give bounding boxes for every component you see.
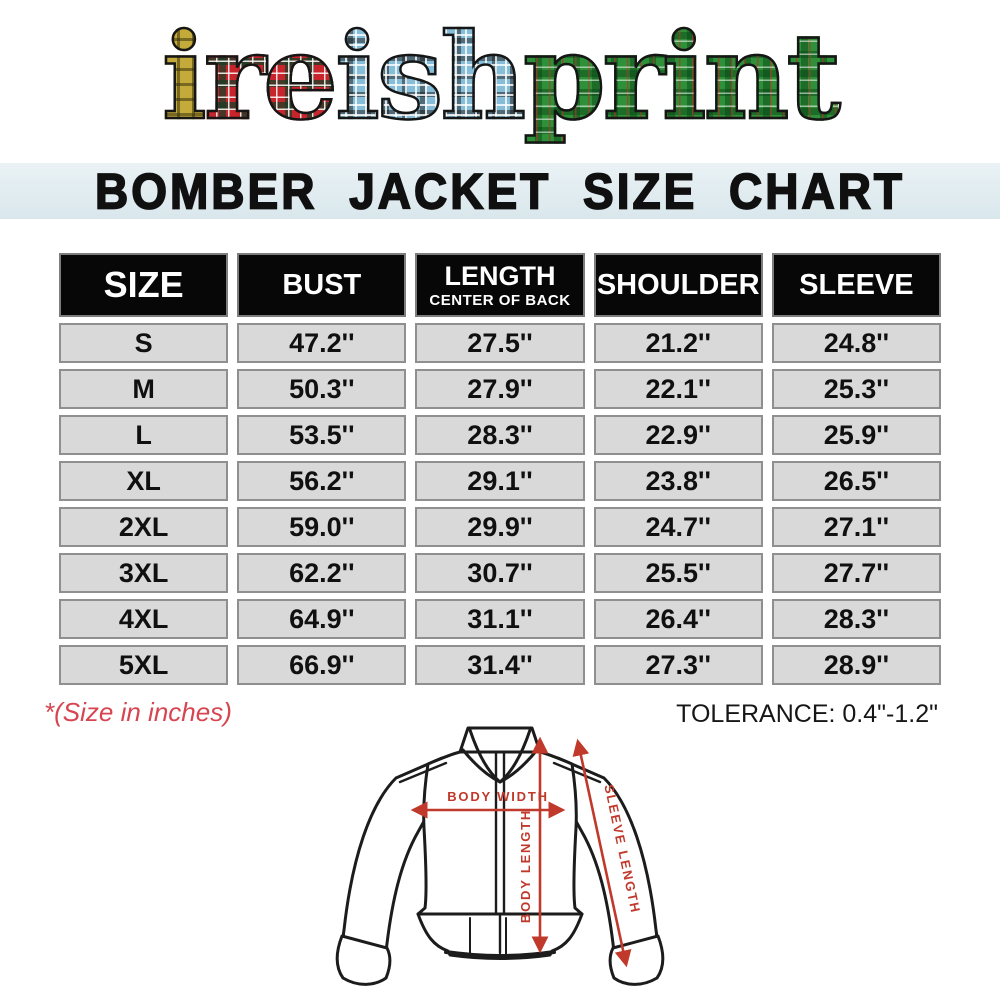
cell-shoulder: 27.3'' xyxy=(593,645,763,685)
cell-shoulder: 23.8'' xyxy=(593,461,763,501)
jacket-body xyxy=(416,750,584,916)
body-width-label: BODY WIDTH xyxy=(447,789,549,804)
page-title: BOMBER JACKET SIZE CHART xyxy=(94,162,906,220)
tolerance-note: TOLERANCE: 0.4"-1.2" xyxy=(676,700,938,728)
cell-bust: 50.3'' xyxy=(237,369,407,409)
cell-bust: 62.2'' xyxy=(237,553,407,593)
logo-segment-red-tartan: re xyxy=(203,6,340,148)
cell-sleeve: 25.3'' xyxy=(771,369,941,409)
cell-size: 2XL xyxy=(59,507,229,547)
length-header-sub: CENTER OF BACK xyxy=(429,291,571,309)
column-header-bust: BUST xyxy=(237,253,407,317)
cell-bust: 47.2'' xyxy=(237,323,407,363)
cell-sleeve: 26.5'' xyxy=(771,461,941,501)
cell-length: 27.9'' xyxy=(415,369,585,409)
cell-shoulder: 21.2'' xyxy=(593,323,763,363)
cell-shoulder: 25.5'' xyxy=(593,553,763,593)
jacket-outline xyxy=(335,726,665,986)
cell-size: XL xyxy=(59,461,229,501)
cell-sleeve: 27.7'' xyxy=(771,553,941,593)
cell-sleeve: 27.1'' xyxy=(771,507,941,547)
sleeve-length-arrow xyxy=(572,738,632,968)
cell-size: 4XL xyxy=(59,599,229,639)
cell-sleeve: 24.8'' xyxy=(771,323,941,363)
cell-shoulder: 26.4'' xyxy=(593,599,763,639)
cell-size: 5XL xyxy=(59,645,229,685)
cell-length: 31.4'' xyxy=(415,645,585,685)
column-header-length: LENGTH CENTER OF BACK xyxy=(415,253,585,317)
cell-bust: 66.9'' xyxy=(237,645,407,685)
hem-rib-lines xyxy=(469,917,507,956)
hem-base-line xyxy=(444,950,556,958)
cell-sleeve: 28.3'' xyxy=(771,599,941,639)
brand-logo: ireishprint xyxy=(0,2,1000,160)
cell-length: 30.7'' xyxy=(415,553,585,593)
cell-size: M xyxy=(59,369,229,409)
title-band: BOMBER JACKET SIZE CHART xyxy=(0,162,1000,220)
column-header-size: SIZE xyxy=(59,253,229,317)
cell-shoulder: 24.7'' xyxy=(593,507,763,547)
body-length-label: BODY LENGTH xyxy=(518,809,533,923)
logo-segment-blue-tartan: ish xyxy=(334,6,528,148)
size-table: SIZE BUST LENGTH CENTER OF BACK SHOULDER… xyxy=(59,253,941,685)
cell-length: 31.1'' xyxy=(415,599,585,639)
column-header-shoulder: SHOULDER xyxy=(593,253,763,317)
cell-length: 28.3'' xyxy=(415,415,585,455)
zipper-lines xyxy=(494,751,506,955)
cell-shoulder: 22.9'' xyxy=(593,415,763,455)
cell-length: 29.9'' xyxy=(415,507,585,547)
cell-bust: 64.9'' xyxy=(237,599,407,639)
cell-size: L xyxy=(59,415,229,455)
size-units-note: *(Size in inches) xyxy=(44,697,232,727)
cell-bust: 56.2'' xyxy=(237,461,407,501)
cell-sleeve: 25.9'' xyxy=(771,415,941,455)
column-header-sleeve: SLEEVE xyxy=(771,253,941,317)
jacket-diagram-svg: BODY WIDTH BODY LENGTH SLEEVE LENGTH xyxy=(335,726,665,986)
collar-outer xyxy=(458,726,542,754)
length-header-main: LENGTH xyxy=(444,260,556,291)
left-cuff xyxy=(335,934,392,986)
logo-segment-green-tartan: print xyxy=(522,6,842,148)
cell-size: S xyxy=(59,323,229,363)
cell-length: 29.1'' xyxy=(415,461,585,501)
cell-size: 3XL xyxy=(59,553,229,593)
cell-bust: 59.0'' xyxy=(237,507,407,547)
logo-segment-yellow-tartan: i xyxy=(161,6,208,148)
cell-sleeve: 28.9'' xyxy=(771,645,941,685)
jacket-measurement-diagram: BODY WIDTH BODY LENGTH SLEEVE LENGTH xyxy=(330,698,670,1000)
cell-length: 27.5'' xyxy=(415,323,585,363)
cell-shoulder: 22.1'' xyxy=(593,369,763,409)
cell-bust: 53.5'' xyxy=(237,415,407,455)
